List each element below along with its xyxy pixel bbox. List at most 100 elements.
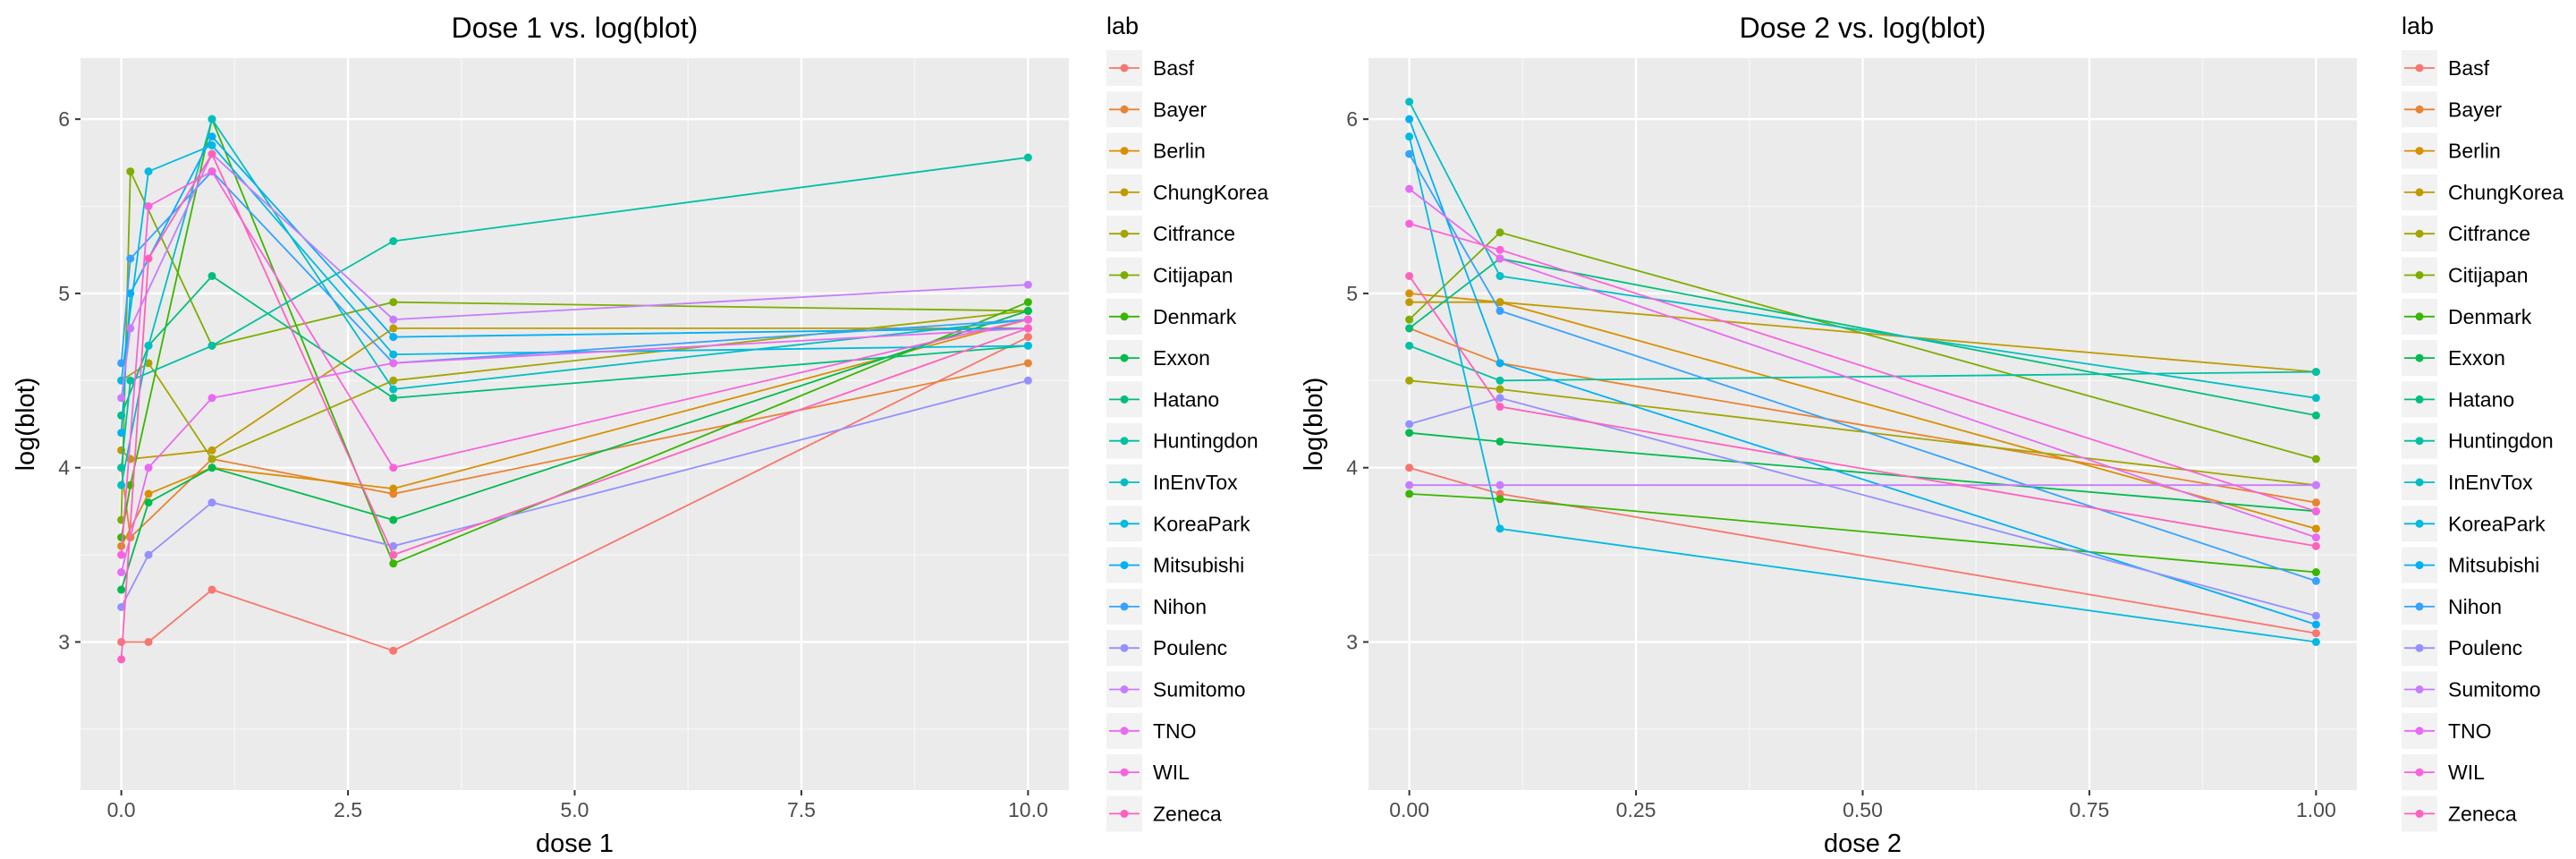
data-point-zeneca <box>2311 541 2320 550</box>
data-point-citfrance <box>208 455 216 464</box>
data-point-poulenc <box>208 498 216 507</box>
data-point-denmark <box>389 559 398 568</box>
data-point-exxon <box>208 464 216 472</box>
chart-panel-2: 0.00 0.25 0.50 0.75 1.00 3 4 5 6 Dose 2 vs. log(b… <box>1300 12 2563 858</box>
data-point-huntingdon <box>1023 153 1032 162</box>
data-point-koreapark <box>1023 341 1032 350</box>
legend-label: Berlin <box>2448 140 2501 163</box>
data-point-citijapan <box>1496 228 1504 237</box>
legend-label: Mitsubishi <box>1153 554 1244 577</box>
data-point-huntingdon <box>117 464 126 472</box>
legend-label: Sumitomo <box>1153 678 1246 702</box>
data-point-hatano <box>208 271 216 280</box>
legend-key-point <box>2415 602 2424 611</box>
data-point-hatano <box>389 394 398 403</box>
data-point-exxon <box>1023 306 1032 315</box>
legend-title: lab <box>1106 13 1139 39</box>
data-point-koreapark <box>2311 637 2320 646</box>
x-tick-label: 10.0 <box>1008 798 1048 821</box>
legend-label: Basf <box>2448 56 2490 80</box>
legend-label: TNO <box>2448 719 2492 743</box>
legend-key-point <box>1120 312 1129 321</box>
data-point-basf <box>1023 333 1032 342</box>
legend-label: InEnvTox <box>2448 471 2533 494</box>
y-tick-label: 3 <box>1346 630 1358 653</box>
data-point-basf <box>117 637 126 646</box>
data-point-sumitomo <box>1405 481 1414 489</box>
y-axis-title: log(blot) <box>1300 378 1328 472</box>
data-point-sumitomo <box>1496 481 1504 489</box>
legend-label: Huntingdon <box>1153 430 1258 453</box>
legend-key-point <box>2415 271 2424 279</box>
data-point-nihon <box>126 254 135 263</box>
data-point-inenvtox <box>2311 394 2320 403</box>
legend-label: Nihon <box>1153 595 1207 618</box>
legend-label: KoreaPark <box>2448 512 2546 535</box>
data-point-denmark <box>2311 568 2320 577</box>
legend-label: Citijapan <box>1153 264 1233 287</box>
data-point-koreapark <box>208 140 216 149</box>
data-point-sumitomo <box>389 315 398 324</box>
legend-label: Mitsubishi <box>2448 554 2539 577</box>
data-point-tno <box>1405 184 1414 193</box>
data-point-sumitomo <box>1023 280 1032 289</box>
data-point-hatano <box>2311 411 2320 420</box>
data-point-inenvtox <box>1405 98 1414 106</box>
y-tick-label: 4 <box>1346 456 1358 480</box>
data-point-inenvtox <box>1496 271 1504 280</box>
data-point-chungkorea <box>1496 298 1504 307</box>
data-point-tno <box>208 394 216 403</box>
data-point-huntingdon <box>1496 376 1504 385</box>
data-point-koreapark <box>1405 132 1414 141</box>
legend-key-point <box>1120 353 1129 362</box>
data-point-wil <box>1023 315 1032 324</box>
data-point-mitsubishi <box>2311 620 2320 629</box>
data-point-zeneca <box>208 149 216 158</box>
data-point-denmark <box>117 533 126 542</box>
y-tick-label: 5 <box>1346 282 1358 305</box>
legend-key-point <box>2415 353 2424 362</box>
x-axis-title: dose 2 <box>1824 829 1902 858</box>
x-tick-label: 0.25 <box>1616 798 1657 821</box>
legend-key-point <box>1120 478 1129 487</box>
legend-key-point <box>2415 519 2424 528</box>
data-point-zeneca <box>117 655 126 664</box>
legend-label: TNO <box>1153 719 1197 743</box>
data-point-inenvtox <box>389 385 398 394</box>
legend-label: Poulenc <box>1153 636 1227 659</box>
data-point-koreapark <box>144 167 153 176</box>
legend-label: KoreaPark <box>1153 512 1250 535</box>
legend-key-point <box>1120 809 1129 818</box>
legend-label: Nihon <box>2448 595 2502 618</box>
data-point-tno <box>117 568 126 577</box>
data-point-poulenc <box>117 603 126 611</box>
data-point-wil <box>208 167 216 176</box>
data-point-koreapark <box>1496 524 1504 533</box>
data-point-huntingdon <box>1405 341 1414 350</box>
data-point-citijapan <box>2311 455 2320 464</box>
data-point-huntingdon <box>2311 368 2320 377</box>
legend-label: Citfrance <box>1153 222 1235 245</box>
data-point-exxon <box>1496 437 1504 446</box>
data-point-nihon <box>117 359 126 368</box>
data-point-mitsubishi <box>208 132 216 141</box>
y-tick-label: 3 <box>58 630 70 653</box>
y-tick-label: 6 <box>58 107 70 131</box>
legend-label: Huntingdon <box>2448 430 2554 453</box>
x-tick-label: 2.5 <box>334 798 362 821</box>
data-point-chungkorea <box>1405 298 1414 307</box>
legend-label: Hatano <box>1153 387 1219 411</box>
legend-key-point <box>2415 105 2424 114</box>
data-point-poulenc <box>1405 420 1414 429</box>
data-point-mitsubishi <box>1496 359 1504 368</box>
data-point-poulenc <box>1496 394 1504 403</box>
legend-label: Denmark <box>1153 305 1237 328</box>
data-point-zeneca <box>389 550 398 559</box>
data-point-chungkorea <box>389 324 398 333</box>
data-point-sumitomo <box>126 324 135 333</box>
data-point-mitsubishi <box>126 289 135 298</box>
legend-key-point <box>1120 602 1129 611</box>
data-point-basf <box>389 646 398 655</box>
data-point-wil <box>144 202 153 211</box>
